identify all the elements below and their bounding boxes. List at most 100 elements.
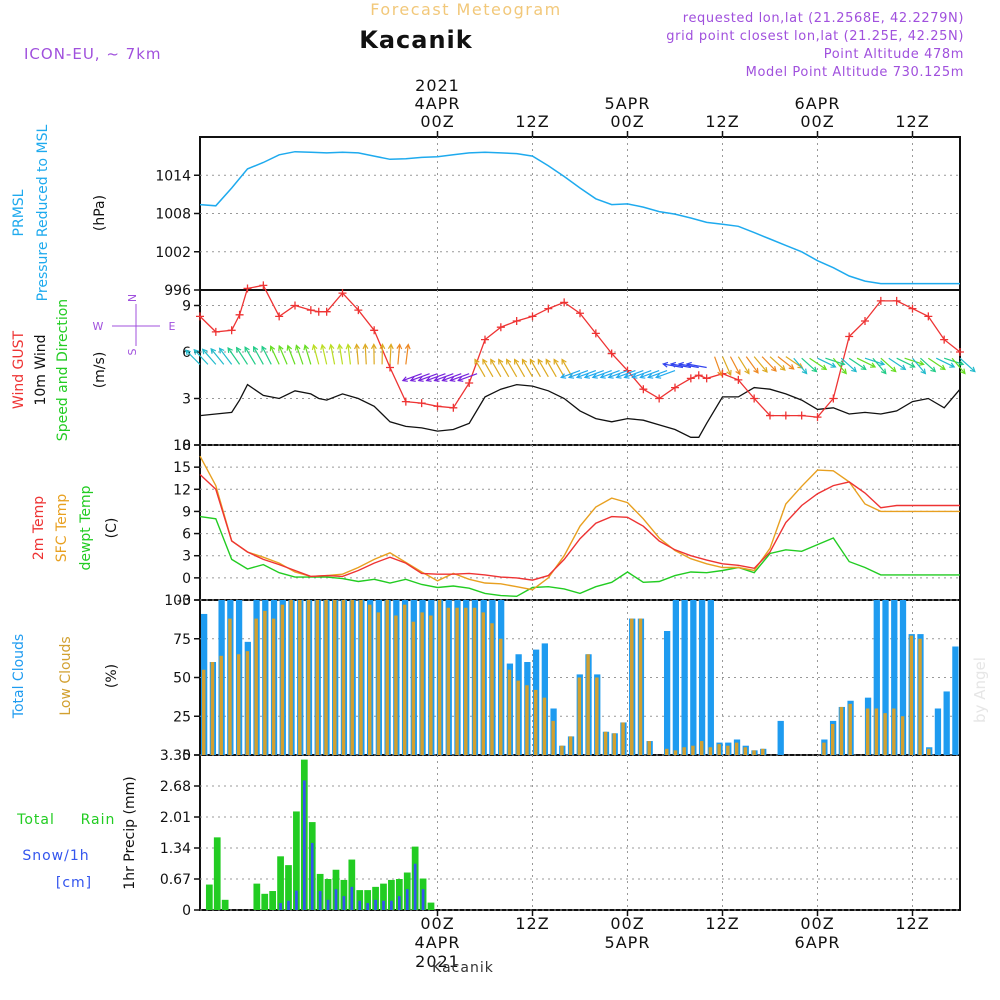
- forecast-title: Forecast Meteogram: [370, 0, 561, 19]
- wind-direction-arrowhead: [870, 362, 877, 368]
- low-cloud-bar: [560, 745, 564, 755]
- rain-bar: [324, 879, 332, 910]
- low-cloud-bar: [717, 744, 721, 755]
- low-cloud-bar: [236, 654, 241, 755]
- wind-direction-arrow: [514, 359, 526, 378]
- wind-direction-arrow: [801, 357, 817, 373]
- wind-direction-arrow: [809, 357, 827, 370]
- low-clouds-label: Low Clouds: [58, 636, 74, 715]
- wind-direction-arrowhead: [545, 358, 551, 365]
- wind-direction-arrow: [896, 357, 915, 368]
- wind-direction-arrowhead: [253, 345, 259, 352]
- total-rain-label-1: Total: [16, 812, 55, 828]
- wind-direction-arrow: [185, 349, 201, 365]
- wind-direction-arrowhead: [235, 346, 242, 353]
- wind-direction-arrowhead: [801, 368, 808, 375]
- wind-gust-marker: [655, 394, 664, 403]
- cloud-ytick-label: 50: [173, 671, 191, 687]
- wind-direction-arrow: [737, 356, 750, 374]
- low-cloud-bar: [595, 677, 599, 755]
- wind-direction-arrowhead: [218, 347, 225, 354]
- wind-direction-arrowhead: [669, 361, 677, 368]
- wind-10m-line: [199, 383, 961, 438]
- wind-gust-marker: [940, 335, 949, 344]
- wind-direction-arrowhead: [623, 373, 630, 379]
- compass-n: N: [126, 294, 139, 302]
- wind-ytick-label: 3: [182, 392, 191, 408]
- low-cloud-bar: [577, 677, 582, 755]
- low-cloud-bar: [621, 722, 625, 755]
- total-cloud-bar: [882, 600, 889, 755]
- wind-direction-arrowhead: [311, 343, 318, 351]
- wind-direction-arrow: [640, 370, 660, 379]
- snow-bar: [295, 890, 298, 910]
- wind-gust-marker: [686, 374, 695, 383]
- low-cloud-bar: [612, 733, 617, 755]
- wind-direction-arrowhead: [490, 358, 496, 365]
- rain-bar: [253, 883, 261, 910]
- wind-direction-arrowhead: [441, 376, 448, 382]
- wind-gust-marker: [639, 385, 648, 394]
- precip-ytick-label: 0: [182, 903, 191, 919]
- low-cloud-bar: [726, 745, 730, 755]
- wind-direction-arrowhead: [811, 366, 818, 373]
- wind-direction-arrowhead: [227, 346, 233, 354]
- temp-2m-label: 2m Temp: [31, 496, 47, 560]
- wind-direction-arrow: [753, 356, 768, 373]
- wind-direction-arrow: [793, 357, 808, 374]
- wind-direction-arrow: [912, 357, 926, 374]
- low-cloud-bar: [464, 607, 468, 755]
- wind-direction-arrowhead: [286, 344, 293, 351]
- total-cloud-bar: [943, 691, 950, 755]
- wind-gust-marker: [766, 411, 774, 420]
- total-cloud-bar: [873, 600, 880, 755]
- top-axis-hour-label: 12Z: [515, 112, 549, 131]
- wind-direction-arrow: [686, 363, 707, 369]
- wind-direction-arrowhead: [354, 343, 360, 350]
- wind-direction-arrowhead: [918, 360, 925, 366]
- wind-direction-arrow: [418, 373, 438, 382]
- low-cloud-bar: [865, 708, 870, 755]
- low-cloud-bar: [586, 654, 590, 755]
- wind-direction-arrowhead: [529, 358, 535, 365]
- wind-direction-arrowhead: [615, 373, 622, 379]
- wind-direction-arrowhead: [860, 364, 867, 371]
- wind-direction-arrowhead: [303, 344, 309, 351]
- total-cloud-bar: [698, 600, 706, 755]
- wind-direction-arrow: [474, 359, 486, 378]
- snow-bar: [358, 900, 362, 910]
- wind-direction-arrow: [405, 344, 409, 365]
- snow-bar: [413, 863, 417, 910]
- grid-point-lonlat: grid point closest lon,lat (21.25E, 42.2…: [666, 29, 964, 44]
- wind-direction-arrowhead: [449, 376, 456, 382]
- wind-direction-arrowhead: [521, 358, 528, 365]
- wind-direction-arrowhead: [726, 369, 732, 377]
- wind-direction-arrowhead: [841, 368, 847, 375]
- bottom-axis-hour-label: 00Z: [610, 914, 644, 933]
- low-cloud-bar: [411, 621, 416, 755]
- wind-gust-marker: [829, 394, 838, 403]
- wind-direction-arrow: [537, 359, 549, 378]
- wind-direction-arrowhead: [244, 346, 250, 353]
- snow-bar: [397, 896, 401, 910]
- low-cloud-bar: [263, 610, 267, 755]
- low-cloud-bar: [507, 669, 512, 755]
- precip-ytick-label: 3.35: [160, 748, 191, 764]
- wind-direction-arrow: [561, 370, 581, 379]
- wind-direction-arrow: [608, 370, 628, 379]
- low-cloud-bar: [472, 607, 477, 755]
- wind-direction-arrow: [347, 344, 352, 365]
- wind-direction-arrowhead: [661, 361, 669, 368]
- wind-direction-arrow: [498, 359, 510, 378]
- rain-bar: [213, 837, 221, 910]
- wind-gust-line: [199, 284, 961, 418]
- pressure-ytick-label: 1014: [155, 168, 191, 184]
- wind-direction-arrow: [616, 370, 636, 379]
- wind-gust-marker: [892, 296, 901, 305]
- wind-direction-arrowhead: [753, 367, 759, 374]
- wind-direction-arrowhead: [591, 373, 598, 379]
- wind-direction-arrow: [355, 344, 359, 365]
- footer-location: Kacanik: [432, 960, 494, 976]
- precip-ytick-label: 2.01: [160, 810, 191, 826]
- temp-ytick-label: 9: [182, 504, 191, 520]
